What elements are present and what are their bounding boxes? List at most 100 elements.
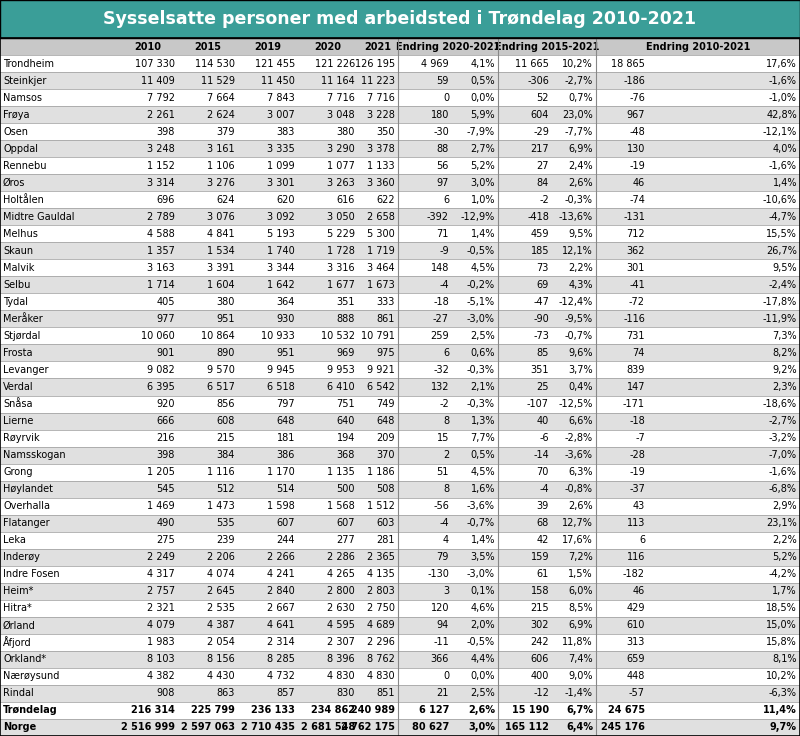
Text: -72: -72	[629, 297, 645, 307]
Text: 2 266: 2 266	[267, 552, 295, 562]
Text: 4,1%: 4,1%	[470, 59, 495, 68]
Text: -28: -28	[629, 450, 645, 460]
Text: Holtålen: Holtålen	[3, 195, 44, 205]
Text: 8 762: 8 762	[367, 654, 395, 665]
Text: 121 455: 121 455	[254, 59, 295, 68]
Text: -7,7%: -7,7%	[565, 127, 593, 137]
Text: 908: 908	[157, 688, 175, 698]
Text: 2 624: 2 624	[207, 110, 235, 120]
Text: 2 681 548: 2 681 548	[301, 723, 355, 732]
Text: 2,6%: 2,6%	[568, 501, 593, 512]
Text: 215: 215	[530, 604, 549, 613]
Text: 2 307: 2 307	[327, 637, 355, 648]
Text: 43: 43	[633, 501, 645, 512]
Text: -130: -130	[427, 569, 449, 579]
Text: -47: -47	[533, 297, 549, 307]
Text: 7 716: 7 716	[367, 93, 395, 102]
Bar	[0, 498, 800, 514]
Text: 52: 52	[537, 93, 549, 102]
Text: 6 517: 6 517	[207, 382, 235, 392]
Text: 148: 148	[430, 263, 449, 273]
Bar	[0, 328, 800, 344]
Text: 383: 383	[277, 127, 295, 137]
Text: -13,6%: -13,6%	[559, 212, 593, 222]
Text: 6: 6	[443, 195, 449, 205]
Text: -76: -76	[629, 93, 645, 102]
Text: 370: 370	[377, 450, 395, 460]
Bar	[0, 344, 800, 361]
Text: 604: 604	[530, 110, 549, 120]
Text: 3 290: 3 290	[327, 144, 355, 154]
Text: Osen: Osen	[3, 127, 28, 137]
Text: -73: -73	[533, 331, 549, 341]
Text: 610: 610	[626, 620, 645, 630]
Text: 696: 696	[157, 195, 175, 205]
Text: 132: 132	[430, 382, 449, 392]
Text: 951: 951	[277, 348, 295, 358]
Text: 2 054: 2 054	[207, 637, 235, 648]
Text: -48: -48	[630, 127, 645, 137]
Text: Øros: Øros	[3, 177, 26, 188]
Text: 749: 749	[377, 399, 395, 409]
Text: 1 116: 1 116	[207, 467, 235, 477]
Text: Tydal: Tydal	[3, 297, 28, 307]
Text: 2 667: 2 667	[267, 604, 295, 613]
Text: -90: -90	[534, 314, 549, 324]
Text: 2010: 2010	[134, 41, 162, 52]
Text: 0,6%: 0,6%	[470, 348, 495, 358]
Text: 68: 68	[537, 518, 549, 528]
Text: Høylandet: Høylandet	[3, 484, 53, 494]
Text: -116: -116	[623, 314, 645, 324]
Text: 7,2%: 7,2%	[568, 552, 593, 562]
Text: 2,5%: 2,5%	[470, 688, 495, 698]
Text: 7 792: 7 792	[147, 93, 175, 102]
Text: 4 382: 4 382	[147, 671, 175, 682]
Bar	[0, 242, 800, 259]
Text: Ørland: Ørland	[3, 620, 36, 630]
Text: 3 344: 3 344	[267, 263, 295, 273]
Text: 2 296: 2 296	[367, 637, 395, 648]
Text: -4: -4	[439, 280, 449, 290]
Text: 8: 8	[443, 484, 449, 494]
Text: -2,8%: -2,8%	[565, 433, 593, 443]
Text: 2 249: 2 249	[147, 552, 175, 562]
Text: 23,0%: 23,0%	[562, 110, 593, 120]
Text: 2 321: 2 321	[147, 604, 175, 613]
Text: 380: 380	[337, 127, 355, 137]
Text: 4 830: 4 830	[367, 671, 395, 682]
Text: 2 597 063: 2 597 063	[181, 723, 235, 732]
Text: -10,6%: -10,6%	[763, 195, 797, 205]
Text: -1,6%: -1,6%	[769, 76, 797, 85]
Text: -3,6%: -3,6%	[565, 450, 593, 460]
Text: 977: 977	[156, 314, 175, 324]
Text: 1 170: 1 170	[267, 467, 295, 477]
Text: Levanger: Levanger	[3, 365, 49, 375]
Text: 2020: 2020	[314, 41, 342, 52]
Text: 70: 70	[537, 467, 549, 477]
Text: 165 112: 165 112	[505, 723, 549, 732]
Text: 1 598: 1 598	[267, 501, 295, 512]
Text: 10 532: 10 532	[321, 331, 355, 341]
Text: 0,7%: 0,7%	[568, 93, 593, 102]
Text: 11,8%: 11,8%	[562, 637, 593, 648]
Text: 3 335: 3 335	[267, 144, 295, 154]
Text: 1,4%: 1,4%	[470, 535, 495, 545]
Text: 607: 607	[277, 518, 295, 528]
Text: 1 714: 1 714	[147, 280, 175, 290]
Text: 5 229: 5 229	[327, 229, 355, 238]
Text: 4,4%: 4,4%	[470, 654, 495, 665]
Text: 225 799: 225 799	[191, 706, 235, 715]
Text: 2,5%: 2,5%	[470, 331, 495, 341]
Text: 2 710 435: 2 710 435	[241, 723, 295, 732]
Text: -37: -37	[629, 484, 645, 494]
Text: 620: 620	[277, 195, 295, 205]
Text: 839: 839	[626, 365, 645, 375]
Text: 11 665: 11 665	[515, 59, 549, 68]
Text: 2,9%: 2,9%	[772, 501, 797, 512]
Text: 1 568: 1 568	[327, 501, 355, 512]
Bar	[0, 191, 800, 208]
Text: -29: -29	[533, 127, 549, 137]
Text: 4 641: 4 641	[267, 620, 295, 630]
Text: 624: 624	[217, 195, 235, 205]
Text: 4 079: 4 079	[147, 620, 175, 630]
